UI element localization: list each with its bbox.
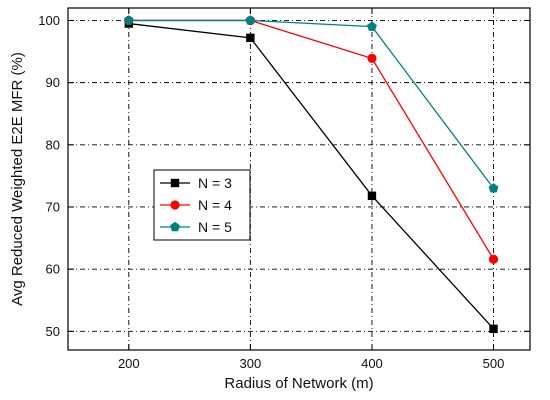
data-point (367, 53, 377, 63)
legend-item: N = 3 (160, 175, 232, 191)
y-tick-label: 60 (46, 262, 60, 277)
data-point (246, 33, 255, 43)
legend-label: N = 3 (198, 175, 232, 191)
data-point (123, 15, 134, 25)
data-point (170, 200, 180, 210)
data-point (488, 254, 499, 264)
legend-item: N = 5 (160, 219, 232, 235)
legend: N = 3 N = 4 N = 5 (153, 169, 251, 241)
legend-label: N = 5 (198, 219, 232, 235)
data-point (245, 15, 256, 25)
x-tick-label: 200 (118, 356, 140, 371)
x-axis-label: Radius of Network (m) (224, 375, 373, 392)
grid (68, 8, 530, 350)
series-3 (123, 15, 499, 193)
data-point (488, 183, 499, 193)
y-tick-label: 100 (38, 13, 60, 28)
data-point (367, 191, 377, 200)
data-point (489, 324, 498, 334)
y-tick-label: 70 (46, 199, 60, 214)
x-tick-label: 500 (483, 356, 505, 371)
axis-ticks: 200 300 400 500 50 60 70 80 90 100 (38, 8, 530, 371)
data-point (170, 178, 180, 188)
data-point (367, 21, 377, 31)
plot-frame (67, 7, 531, 351)
x-tick-label: 300 (240, 356, 262, 371)
y-tick-label: 80 (46, 137, 60, 152)
data-point (170, 221, 180, 232)
series-line (128, 19, 495, 189)
series-group (123, 15, 499, 334)
x-tick-label: 400 (361, 356, 383, 371)
y-tick-label: 50 (46, 324, 60, 339)
y-tick-label: 90 (46, 75, 60, 90)
legend-label: N = 4 (198, 197, 232, 213)
y-axis-label: Avg Reduced Weighted E2E MFR (%) (9, 52, 26, 306)
legend-item: N = 4 (160, 197, 232, 213)
series-line (128, 22, 495, 330)
